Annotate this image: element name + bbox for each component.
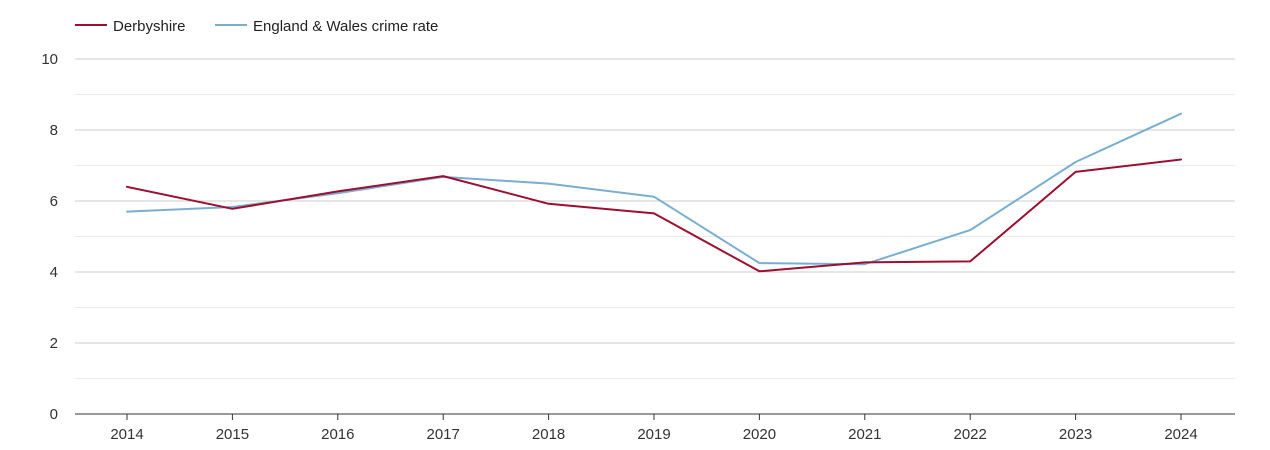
- series-line-england-wales: [126, 112, 1182, 266]
- x-tick-label: 2020: [743, 426, 776, 443]
- y-tick-label: 0: [50, 406, 58, 423]
- x-tick-label: 2024: [1164, 426, 1197, 443]
- x-tick-label: 2019: [637, 426, 670, 443]
- y-tick-label: 6: [50, 193, 58, 210]
- x-tick-label: 2021: [848, 426, 881, 443]
- x-axis: 2014 2015 2016 2017 2018 2019 2020 2021 2022 2023…: [110, 414, 1198, 443]
- y-tick-label: 2: [50, 335, 58, 352]
- x-tick-label: 2016: [321, 426, 354, 443]
- x-tick-label: 2022: [954, 426, 987, 443]
- y-axis: 0 2 4 6 8 10: [41, 51, 58, 423]
- x-tick-label: 2023: [1059, 426, 1092, 443]
- series-group: [126, 112, 1182, 273]
- legend-label-england-wales: England & Wales crime rate: [253, 18, 438, 35]
- grid: [75, 58, 1235, 379]
- y-tick-label: 8: [50, 122, 58, 139]
- series-line-derbyshire: [126, 158, 1182, 273]
- x-tick-label: 2014: [110, 426, 143, 443]
- legend-label-derbyshire: Derbyshire: [113, 18, 186, 35]
- x-tick-label: 2015: [216, 426, 249, 443]
- x-tick-label: 2017: [427, 426, 460, 443]
- x-tick-label: 2018: [532, 426, 565, 443]
- legend: Derbyshire England & Wales crime rate: [75, 18, 438, 35]
- y-tick-label: 10: [41, 51, 58, 68]
- y-tick-label: 4: [50, 264, 58, 281]
